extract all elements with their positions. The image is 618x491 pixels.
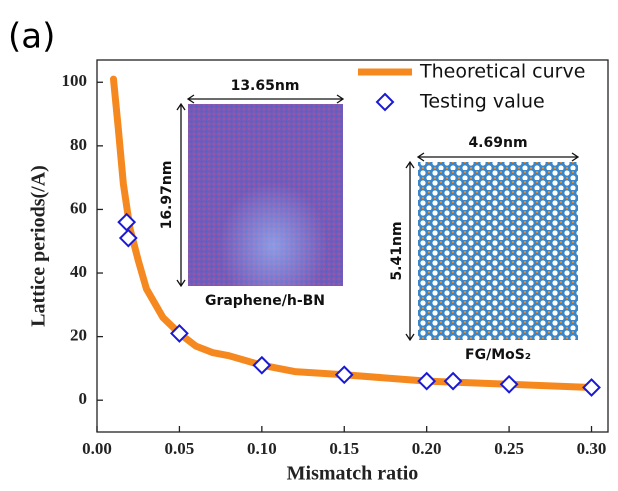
width-label: 4.69nm: [468, 135, 527, 151]
test-point: [417, 371, 437, 391]
test-point: [443, 371, 463, 391]
inset-label: Graphene/h-BN: [205, 293, 325, 309]
inset-label: FG/MoS₂: [465, 347, 531, 363]
y-tick-label: 0: [79, 389, 88, 408]
test-point: [117, 212, 137, 232]
y-tick-label: 40: [70, 262, 87, 281]
x-axis-label: Mismatch ratio: [287, 463, 419, 485]
plot-frame: [96, 59, 609, 433]
height-label: 16.97nm: [159, 161, 175, 230]
inset-image: [418, 162, 578, 340]
y-tick-label: 20: [70, 326, 87, 345]
test-point: [118, 228, 138, 248]
inset-glow: [188, 104, 343, 286]
panel-label: (a): [8, 17, 55, 57]
x-tick-label: 0.15: [329, 439, 359, 458]
height-label: 5.41nm: [389, 221, 405, 280]
x-tick-label: 0.05: [165, 439, 195, 458]
dimension-arrows: [176, 94, 580, 342]
test-point: [582, 378, 601, 397]
theory-line: [109, 75, 596, 391]
legend-label: Testing value: [419, 91, 545, 113]
legend-swatch: [375, 92, 395, 112]
y-tick-label: 80: [70, 135, 87, 154]
test-point: [252, 355, 272, 375]
y-tick-label: 60: [70, 198, 87, 217]
x-tick-label: 0.20: [412, 439, 442, 458]
test-point: [334, 365, 354, 385]
x-tick-label: 0.30: [577, 439, 607, 458]
x-tick-label: 0.00: [82, 439, 112, 458]
legend-label: Theoretical curve: [419, 61, 585, 83]
x-tick-label: 0.10: [247, 439, 277, 458]
x-tick-label: 0.25: [494, 439, 524, 458]
test-point: [170, 324, 189, 343]
y-axis-label: Lattice periods(/A): [28, 165, 50, 327]
test-point: [499, 374, 519, 394]
width-label: 13.65nm: [231, 78, 300, 94]
y-tick-label: 100: [62, 71, 88, 90]
